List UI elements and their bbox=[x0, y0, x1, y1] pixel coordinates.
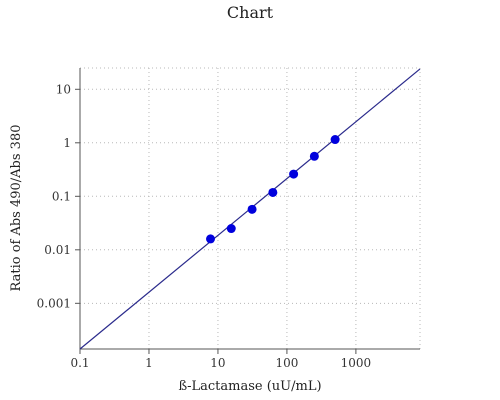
x-tick-label: 100 bbox=[275, 356, 298, 370]
y-tick-label: 0.001 bbox=[37, 296, 71, 310]
x-tick-label: 1 bbox=[145, 356, 153, 370]
y-axis-label: Ratio of Abs 490/Abs 380 bbox=[9, 125, 24, 292]
data-point bbox=[289, 169, 299, 179]
axes bbox=[75, 68, 420, 354]
y-tick-label: 0.1 bbox=[52, 189, 71, 203]
y-tick-label: 10 bbox=[56, 82, 71, 96]
chart-title: Chart bbox=[227, 3, 274, 22]
grid bbox=[79, 67, 421, 349]
tick-labels: 0.1 1 10 100 1000 0.001 0.01 0.1 1 10 bbox=[37, 82, 372, 370]
data-point bbox=[226, 224, 236, 234]
data-point bbox=[247, 204, 257, 214]
y-tick-label: 0.01 bbox=[44, 243, 71, 257]
data-point bbox=[330, 135, 340, 145]
x-tick-label: 0.1 bbox=[70, 356, 89, 370]
data-point bbox=[268, 187, 278, 197]
x-tick-label: 10 bbox=[210, 356, 225, 370]
x-axis-label: ß-Lactamase (uU/mL) bbox=[178, 379, 321, 394]
data-points bbox=[206, 135, 340, 244]
x-tick-label: 1000 bbox=[341, 356, 372, 370]
y-tick-label: 1 bbox=[63, 136, 71, 150]
data-point bbox=[309, 151, 319, 161]
data-point bbox=[206, 234, 216, 244]
